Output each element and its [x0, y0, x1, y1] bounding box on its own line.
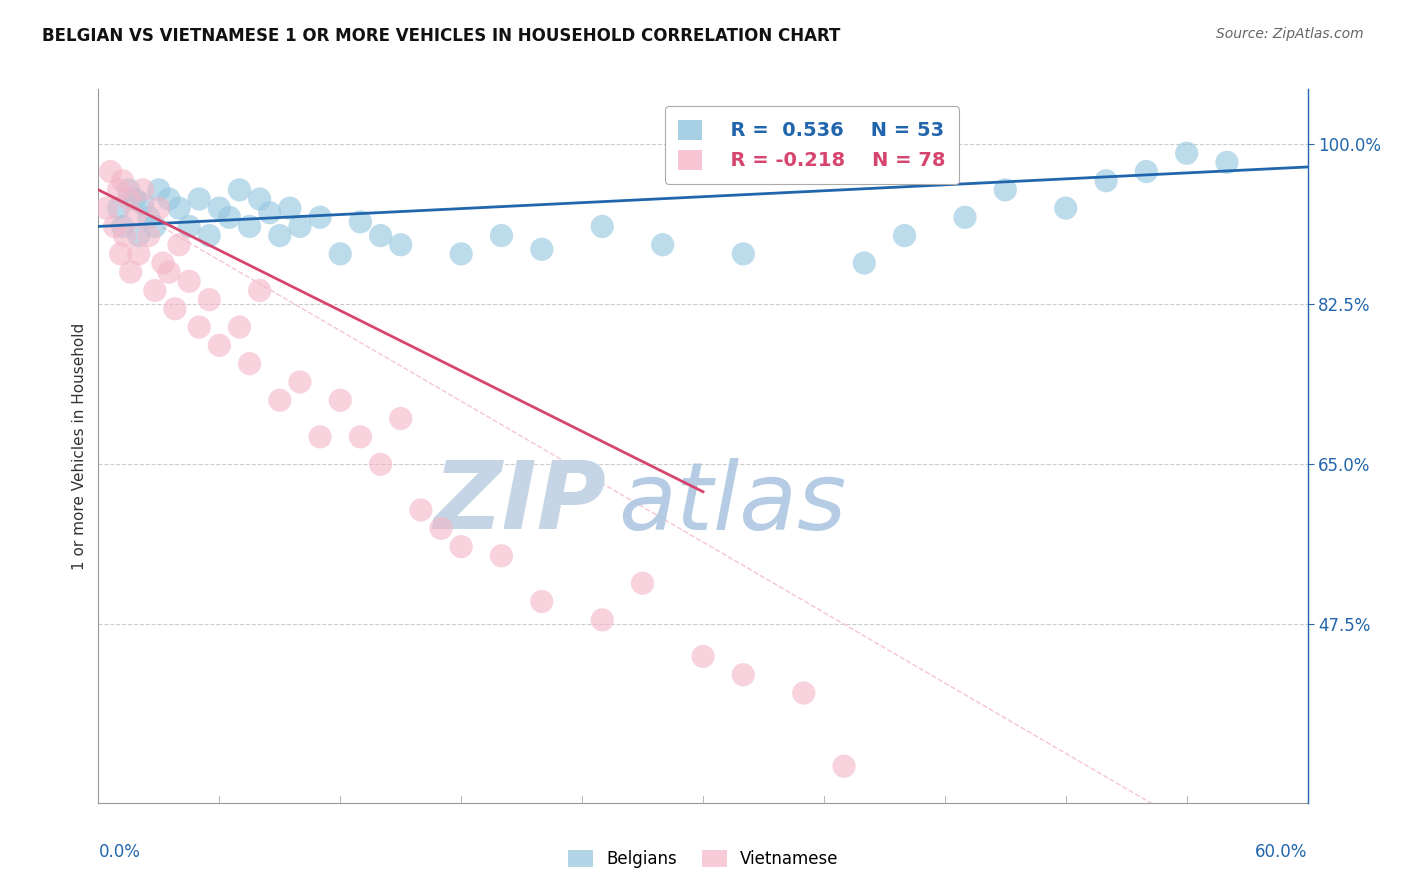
Point — [120, 265, 142, 279]
Text: 60.0%: 60.0% — [1256, 843, 1308, 861]
Text: 0.0%: 0.0% — [98, 843, 141, 861]
Point — [138, 211, 160, 225]
Point — [309, 211, 332, 225]
Point — [107, 201, 129, 215]
Point — [128, 247, 150, 261]
Point — [152, 256, 174, 270]
Text: Source: ZipAtlas.com: Source: ZipAtlas.com — [1216, 27, 1364, 41]
Point — [288, 375, 311, 389]
Point — [733, 667, 755, 681]
Point — [128, 228, 150, 243]
Point — [208, 338, 231, 352]
Point — [143, 219, 166, 234]
Point — [228, 183, 250, 197]
Point — [793, 686, 815, 700]
Point — [179, 274, 201, 288]
Point — [893, 228, 915, 243]
Point — [114, 228, 136, 243]
Point — [530, 242, 553, 256]
Point — [167, 201, 190, 215]
Point — [591, 613, 613, 627]
Point — [349, 430, 371, 444]
Point — [491, 549, 513, 563]
Point — [430, 521, 453, 535]
Point — [111, 174, 134, 188]
Point — [278, 201, 301, 215]
Point — [1216, 155, 1239, 169]
Point — [107, 183, 129, 197]
Point — [124, 211, 146, 225]
Legend:   R =  0.536    N = 53,   R = -0.218    N = 78: R = 0.536 N = 53, R = -0.218 N = 78 — [665, 106, 959, 184]
Point — [179, 219, 201, 234]
Point — [1135, 164, 1157, 178]
Point — [132, 196, 155, 211]
Point — [288, 219, 311, 234]
Point — [259, 205, 281, 219]
Point — [163, 301, 186, 316]
Point — [1054, 201, 1077, 215]
Point — [148, 201, 170, 215]
Point — [188, 192, 211, 206]
Point — [239, 357, 262, 371]
Point — [249, 192, 271, 206]
Point — [124, 192, 146, 206]
Point — [591, 219, 613, 234]
Legend: Belgians, Vietnamese: Belgians, Vietnamese — [561, 843, 845, 875]
Text: ZIP: ZIP — [433, 457, 606, 549]
Point — [1175, 146, 1198, 161]
Point — [198, 293, 221, 307]
Point — [994, 183, 1017, 197]
Point — [148, 183, 170, 197]
Point — [370, 228, 392, 243]
Text: BELGIAN VS VIETNAMESE 1 OR MORE VEHICLES IN HOUSEHOLD CORRELATION CHART: BELGIAN VS VIETNAMESE 1 OR MORE VEHICLES… — [42, 27, 841, 45]
Point — [370, 458, 392, 472]
Point — [96, 201, 118, 215]
Text: atlas: atlas — [619, 458, 846, 549]
Point — [631, 576, 654, 591]
Point — [100, 164, 122, 178]
Point — [530, 594, 553, 608]
Point — [118, 183, 141, 197]
Point — [953, 211, 976, 225]
Point — [198, 228, 221, 243]
Point — [118, 192, 141, 206]
Point — [329, 247, 352, 261]
Point — [110, 247, 132, 261]
Point — [269, 393, 291, 408]
Point — [651, 237, 673, 252]
Point — [157, 265, 180, 279]
Point — [692, 649, 714, 664]
Point — [249, 284, 271, 298]
Point — [218, 211, 240, 225]
Point — [1095, 174, 1118, 188]
Point — [450, 540, 472, 554]
Point — [309, 430, 332, 444]
Point — [239, 219, 262, 234]
Point — [269, 228, 291, 243]
Point — [409, 503, 432, 517]
Point — [853, 256, 876, 270]
Point — [138, 228, 160, 243]
Point — [832, 759, 855, 773]
Point — [389, 237, 412, 252]
Y-axis label: 1 or more Vehicles in Household: 1 or more Vehicles in Household — [72, 322, 87, 570]
Point — [208, 201, 231, 215]
Point — [389, 411, 412, 425]
Point — [228, 320, 250, 334]
Point — [157, 192, 180, 206]
Point — [450, 247, 472, 261]
Point — [103, 219, 125, 234]
Point — [491, 228, 513, 243]
Point — [349, 215, 371, 229]
Point — [143, 284, 166, 298]
Point — [167, 237, 190, 252]
Point — [329, 393, 352, 408]
Point — [111, 219, 134, 234]
Point — [733, 247, 755, 261]
Point — [132, 183, 155, 197]
Point — [188, 320, 211, 334]
